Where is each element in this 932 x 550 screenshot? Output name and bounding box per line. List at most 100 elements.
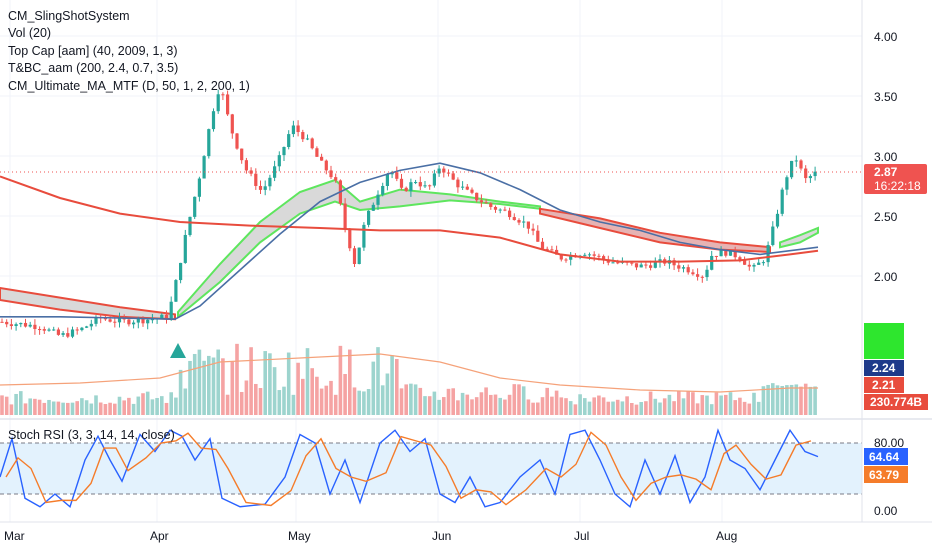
- volume-bar: [442, 397, 446, 415]
- candle-body: [569, 255, 573, 260]
- legend-tbc[interactable]: T&BC_aam (200, 2.4, 0.7, 3.5): [8, 61, 179, 76]
- ma-blue-line: [0, 162, 819, 321]
- candle-body: [381, 185, 385, 195]
- volume-bar: [310, 368, 314, 415]
- volume-bar: [423, 396, 427, 415]
- volume-bar: [28, 398, 32, 415]
- legend-volume[interactable]: Vol (20): [8, 26, 52, 41]
- volume-bar: [568, 401, 573, 415]
- volume-bar: [700, 395, 705, 415]
- candle-body: [724, 250, 728, 256]
- volume-bar: [456, 400, 460, 415]
- candle-body: [61, 333, 65, 335]
- volume-bar: [691, 392, 695, 415]
- volume-bar: [160, 396, 164, 415]
- candle-body: [526, 221, 530, 229]
- volume-bar: [404, 384, 408, 415]
- volume-bar: [70, 402, 75, 415]
- candle-body: [329, 170, 333, 178]
- candle-body: [263, 186, 267, 190]
- volume-bar: [244, 380, 249, 415]
- price-axis[interactable]: 4.00 3.50 3.00 2.50 2.00: [874, 30, 898, 284]
- volume-bar: [80, 398, 84, 415]
- candle-body: [446, 172, 451, 174]
- candle-body: [240, 148, 244, 161]
- volume-bar: [183, 388, 188, 415]
- candle-body: [244, 160, 248, 171]
- volume-bar: [254, 383, 258, 415]
- stoch-d-value: 63.79: [869, 468, 899, 482]
- volume-bar: [207, 355, 211, 415]
- candle-body: [672, 260, 676, 266]
- candle-body: [616, 262, 620, 264]
- candle-body: [644, 264, 648, 266]
- candle-body: [70, 329, 75, 337]
- candle-body: [66, 333, 70, 337]
- volume-bar: [789, 384, 794, 415]
- volume-bar: [192, 353, 197, 415]
- candle-body: [343, 203, 347, 229]
- candle-body: [132, 322, 136, 325]
- candle-body: [794, 160, 798, 162]
- volume-bar: [644, 401, 648, 415]
- candle-body: [517, 220, 521, 223]
- candle-body: [258, 185, 263, 190]
- candle-body: [785, 177, 789, 190]
- volume-bar: [197, 349, 202, 415]
- price-tick-350: 3.50: [874, 90, 898, 104]
- volume-bar: [780, 386, 784, 415]
- ema-200-line: [0, 175, 819, 263]
- volume-bar: [286, 352, 291, 415]
- candle-body: [611, 262, 615, 264]
- volume-bar: [446, 388, 451, 415]
- stoch-rsi-legend[interactable]: Stoch RSI (3, 3, 14, 14, close): [8, 428, 175, 442]
- volume-bar: [131, 403, 136, 415]
- candle-body: [409, 182, 413, 192]
- candle-body: [305, 138, 310, 140]
- volume-bar: [587, 401, 592, 415]
- volume-bar: [47, 399, 51, 415]
- volume-bar: [681, 398, 686, 415]
- candle-body: [28, 324, 32, 327]
- volume-bar: [263, 351, 267, 415]
- candle-body: [813, 171, 817, 177]
- time-axis[interactable]: Mar Apr May Jun Jul Aug: [4, 529, 737, 543]
- candle-body: [592, 254, 596, 256]
- legend-slingshot[interactable]: CM_SlingShotSystem: [8, 9, 130, 23]
- candle-body: [681, 267, 686, 269]
- volume-bar: [799, 386, 803, 415]
- candle-body: [277, 155, 281, 167]
- volume-bar: [489, 394, 493, 415]
- volume-bar: [611, 401, 615, 415]
- candle-body: [780, 189, 784, 214]
- candle-body: [174, 280, 178, 302]
- candle-body: [296, 125, 300, 133]
- candle-body: [226, 94, 230, 115]
- volume-bars: [0, 343, 817, 415]
- candle-body: [531, 228, 535, 231]
- legend-top-cap[interactable]: Top Cap [aam] (40, 2009, 1, 3): [8, 43, 178, 58]
- volume-bar: [89, 403, 94, 415]
- candle-body: [9, 324, 13, 327]
- volume-badge: [864, 394, 928, 410]
- volume-bar: [19, 391, 23, 415]
- candle-body: [268, 177, 272, 187]
- candle-body: [432, 173, 436, 186]
- volume-bar: [606, 401, 611, 415]
- volume-bar: [221, 358, 225, 415]
- volume-bar: [667, 394, 672, 415]
- volume-bar: [728, 392, 733, 415]
- volume-bar: [395, 358, 399, 415]
- volume-bar: [550, 396, 554, 415]
- candle-body: [183, 234, 187, 263]
- ema-value: 2.21: [872, 378, 896, 392]
- candle-body: [743, 259, 747, 265]
- candle-body: [719, 250, 723, 257]
- volume-bar: [479, 392, 484, 415]
- volume-bar: [98, 402, 103, 415]
- candle-body: [465, 186, 469, 190]
- legend-ultimate-ma[interactable]: CM_Ultimate_MA_MTF (D, 50, 1, 2, 200, 1): [8, 78, 250, 93]
- volume-bar: [695, 403, 700, 415]
- candle-body: [597, 255, 601, 257]
